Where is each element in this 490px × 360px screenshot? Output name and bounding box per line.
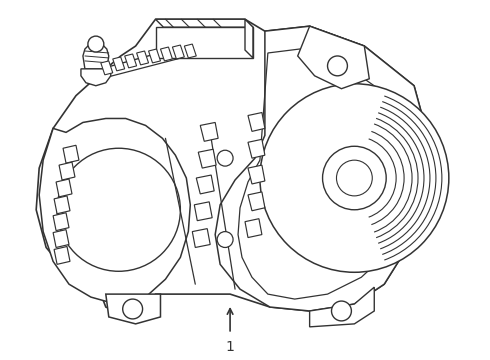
Text: 1: 1 xyxy=(226,340,235,354)
Circle shape xyxy=(332,301,351,321)
Polygon shape xyxy=(298,26,369,89)
Polygon shape xyxy=(124,54,137,68)
Polygon shape xyxy=(248,113,265,131)
Polygon shape xyxy=(137,51,148,65)
Polygon shape xyxy=(248,165,265,184)
Polygon shape xyxy=(245,219,262,238)
Polygon shape xyxy=(53,213,69,231)
Polygon shape xyxy=(196,175,214,194)
Polygon shape xyxy=(155,19,253,27)
Polygon shape xyxy=(54,196,70,214)
Circle shape xyxy=(260,84,449,272)
Polygon shape xyxy=(195,202,212,221)
Circle shape xyxy=(322,146,386,210)
Circle shape xyxy=(337,160,372,196)
Polygon shape xyxy=(36,19,429,314)
Polygon shape xyxy=(59,162,75,180)
Polygon shape xyxy=(101,61,113,75)
Circle shape xyxy=(327,56,347,76)
Polygon shape xyxy=(106,294,161,324)
Polygon shape xyxy=(192,229,210,247)
Polygon shape xyxy=(39,118,190,304)
Circle shape xyxy=(88,36,104,52)
Polygon shape xyxy=(172,45,184,59)
Circle shape xyxy=(57,148,180,271)
Polygon shape xyxy=(155,27,253,58)
Polygon shape xyxy=(54,247,70,264)
Polygon shape xyxy=(161,47,172,61)
Circle shape xyxy=(217,150,233,166)
Polygon shape xyxy=(148,49,161,63)
Polygon shape xyxy=(248,139,265,158)
Polygon shape xyxy=(215,26,429,311)
Polygon shape xyxy=(248,192,265,211)
Polygon shape xyxy=(53,230,69,247)
Polygon shape xyxy=(310,287,374,327)
Polygon shape xyxy=(245,19,253,58)
Polygon shape xyxy=(63,145,79,163)
Polygon shape xyxy=(200,122,218,141)
Polygon shape xyxy=(198,149,216,168)
Polygon shape xyxy=(113,57,124,71)
Circle shape xyxy=(122,299,143,319)
Polygon shape xyxy=(184,44,196,58)
Polygon shape xyxy=(56,179,72,197)
Circle shape xyxy=(217,231,233,247)
Polygon shape xyxy=(83,43,109,69)
Polygon shape xyxy=(81,69,111,86)
